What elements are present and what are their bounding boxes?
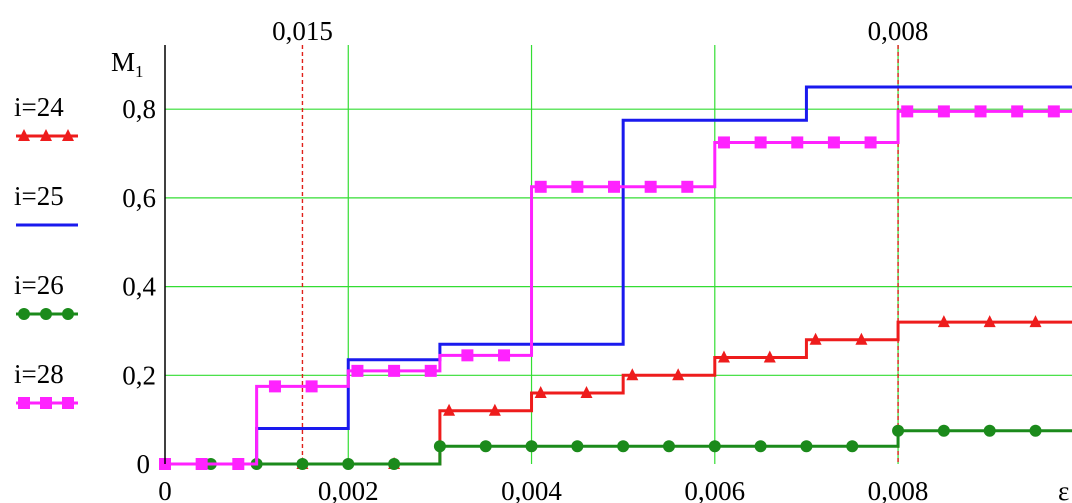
data-point bbox=[268, 380, 281, 393]
legend-item: i=28 bbox=[14, 359, 78, 409]
x-tick-label: 0,008 bbox=[868, 476, 929, 503]
data-point bbox=[800, 440, 813, 453]
data-point bbox=[479, 440, 492, 453]
data-point bbox=[443, 403, 456, 416]
y-tick-label: 0,4 bbox=[122, 272, 156, 302]
data-point bbox=[534, 386, 547, 399]
data-point bbox=[1029, 315, 1042, 328]
series-i-28 bbox=[159, 105, 1072, 470]
data-point bbox=[983, 315, 996, 328]
y-tick-label: 0,6 bbox=[122, 183, 156, 213]
legend-item: i=26 bbox=[14, 270, 78, 320]
legend-label: i=25 bbox=[14, 181, 64, 211]
data-point bbox=[1029, 424, 1042, 437]
data-point bbox=[626, 368, 639, 381]
y-tick-label: 0,2 bbox=[122, 360, 156, 390]
data-point bbox=[461, 349, 474, 362]
y-tick-label: 0 bbox=[137, 449, 151, 479]
data-point bbox=[424, 364, 437, 377]
data-point bbox=[571, 180, 584, 193]
data-point bbox=[388, 364, 401, 377]
data-point bbox=[534, 180, 547, 193]
y-axis-title-subscript: 1 bbox=[135, 62, 144, 81]
reference-line-label: 0,015 bbox=[272, 16, 333, 46]
legend: i=24 i=25 i=26 i=28 bbox=[14, 92, 78, 409]
data-point bbox=[754, 440, 767, 453]
x-tick-label: 0,002 bbox=[318, 476, 379, 503]
data-point bbox=[18, 308, 30, 320]
data-point bbox=[296, 458, 309, 470]
legend-label: i=26 bbox=[14, 270, 64, 300]
data-point bbox=[62, 308, 74, 320]
y-axis-title: M1 bbox=[111, 47, 144, 81]
x-tick-label: 0 bbox=[158, 476, 172, 503]
data-point bbox=[717, 350, 730, 363]
legend-item: i=24 bbox=[14, 92, 78, 141]
data-point bbox=[488, 403, 501, 416]
data-point bbox=[40, 308, 52, 320]
data-point bbox=[433, 440, 446, 453]
data-point bbox=[232, 458, 245, 470]
data-point bbox=[388, 458, 401, 470]
axes: 0 0,2 0,4 0,6 0,8 0 0,002 0,004 0,006 0,008 M1 ε bbox=[111, 45, 1069, 503]
legend-item: i=25 bbox=[14, 181, 78, 227]
data-point bbox=[571, 440, 584, 453]
legend-label: i=24 bbox=[14, 92, 64, 122]
data-point bbox=[864, 136, 877, 149]
data-point bbox=[62, 397, 74, 409]
data-point bbox=[983, 424, 996, 437]
data-point bbox=[62, 129, 74, 141]
series-i-26 bbox=[165, 424, 1072, 470]
data-point bbox=[763, 350, 776, 363]
data-point bbox=[351, 364, 364, 377]
legend-label: i=28 bbox=[14, 359, 64, 389]
data-point bbox=[892, 424, 905, 437]
series-line bbox=[165, 109, 1072, 466]
data-point bbox=[717, 136, 730, 149]
data-point bbox=[525, 440, 538, 453]
data-point bbox=[305, 380, 318, 393]
data-point bbox=[855, 332, 868, 345]
data-point bbox=[1047, 105, 1060, 118]
series-line bbox=[165, 85, 1072, 466]
data-point bbox=[846, 440, 859, 453]
data-point bbox=[498, 349, 511, 362]
data-point bbox=[672, 368, 685, 381]
data-point bbox=[662, 440, 675, 453]
x-axis-title: ε bbox=[1058, 476, 1069, 503]
data-point bbox=[195, 458, 208, 470]
reference-line-label: 0,008 bbox=[868, 16, 929, 46]
data-point bbox=[754, 136, 767, 149]
data-point bbox=[937, 105, 950, 118]
data-series bbox=[159, 85, 1072, 470]
data-point bbox=[809, 332, 822, 345]
data-point bbox=[644, 180, 657, 193]
data-point bbox=[708, 440, 721, 453]
data-point bbox=[40, 397, 52, 409]
reference-lines: 0,015 0,008 bbox=[272, 16, 928, 464]
x-tick-label: 0,004 bbox=[501, 476, 562, 503]
data-point bbox=[937, 315, 950, 328]
data-point bbox=[827, 136, 840, 149]
data-point bbox=[342, 458, 355, 470]
data-point bbox=[617, 440, 630, 453]
grid-lines bbox=[165, 45, 1072, 464]
data-point bbox=[580, 386, 593, 399]
data-point bbox=[18, 129, 30, 141]
data-point bbox=[18, 397, 30, 409]
y-tick-label: 0,8 bbox=[122, 94, 156, 124]
series-i-25 bbox=[165, 85, 1072, 466]
data-point bbox=[681, 180, 694, 193]
data-point bbox=[40, 129, 52, 141]
data-point bbox=[901, 105, 914, 118]
data-point bbox=[1011, 105, 1024, 118]
data-point bbox=[608, 180, 620, 193]
data-point bbox=[974, 105, 987, 118]
data-point bbox=[791, 136, 804, 149]
x-tick-label: 0,006 bbox=[684, 476, 745, 503]
data-point bbox=[937, 424, 950, 437]
